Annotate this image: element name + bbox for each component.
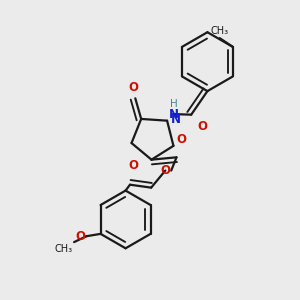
Text: O: O	[197, 120, 207, 133]
Text: O: O	[76, 230, 86, 243]
Text: CH₃: CH₃	[211, 26, 229, 36]
Text: O: O	[177, 133, 187, 146]
Text: N: N	[169, 108, 178, 121]
Text: N: N	[171, 113, 181, 126]
Text: CH₃: CH₃	[55, 244, 73, 254]
Text: H: H	[170, 99, 177, 109]
Text: O: O	[160, 164, 170, 177]
Text: O: O	[129, 81, 139, 94]
Text: O: O	[128, 159, 138, 172]
